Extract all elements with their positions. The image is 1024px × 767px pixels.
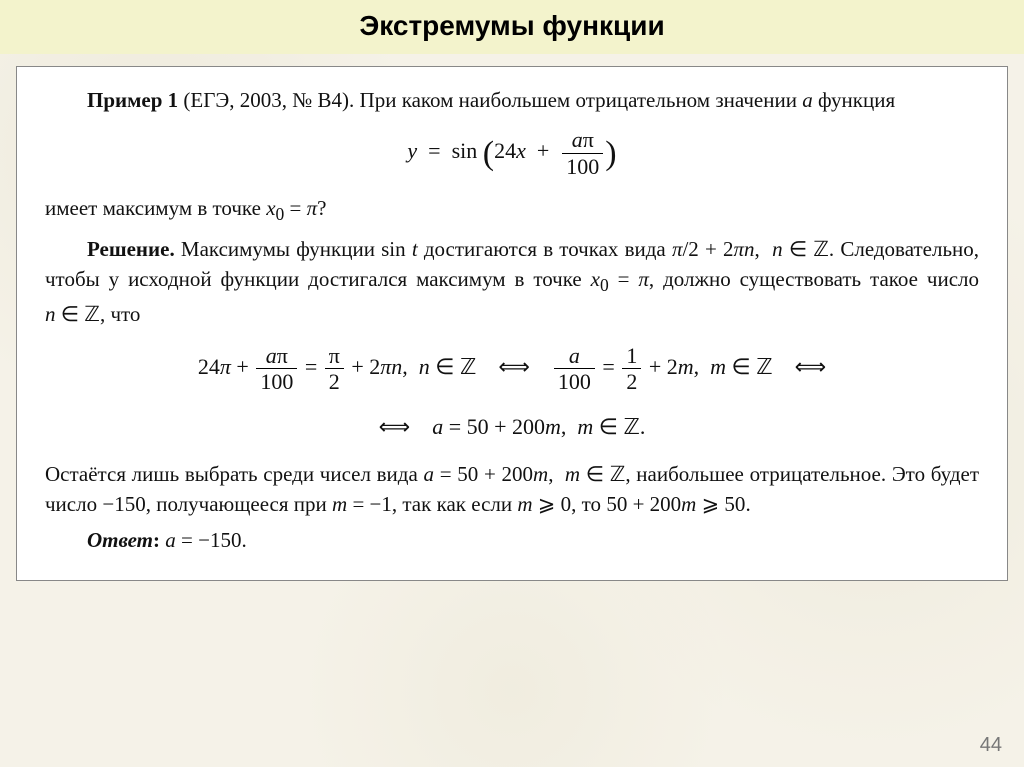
p2-a: Остаётся лишь выбрать среди чисел вида <box>45 462 424 486</box>
content-box: Пример 1 (ЕГЭ, 2003, № В4). При каком на… <box>16 66 1008 581</box>
x0-val: π <box>307 196 318 220</box>
example-prompt: Пример 1 (ЕГЭ, 2003, № В4). При каком на… <box>45 85 979 115</box>
iff-2: ⟺ <box>795 354 827 379</box>
answer-line: Ответ: a = −150. <box>45 525 979 555</box>
formula-main: y = sin (24x + aπ 100 ) <box>45 127 979 179</box>
p1-sint: sin t <box>381 237 418 261</box>
f-frac: aπ 100 <box>562 127 603 179</box>
p1-b: достигаются в точках вида <box>418 237 672 261</box>
iff-3: ⟺ <box>379 414 411 439</box>
solution-label: Решение. <box>87 237 175 261</box>
p2-e: , то <box>571 492 606 516</box>
solution-p1: Решение. Максимумы функции sin t достига… <box>45 234 979 329</box>
cond-q: ? <box>317 196 326 220</box>
condition-line: имеет максимум в точке x0 = π? <box>45 193 979 228</box>
iff-1: ⟺ <box>498 354 530 379</box>
p1-a: Максимумы функции <box>181 237 381 261</box>
f-func: sin <box>452 138 478 163</box>
p2-f: . <box>745 492 750 516</box>
p1-form: π <box>672 237 683 261</box>
f-linear: 24x <box>494 138 526 163</box>
cond-before: имеет максимум в точке <box>45 196 266 220</box>
title-bar: Экстремумы функции <box>0 0 1024 54</box>
page-number: 44 <box>980 734 1002 757</box>
p1-d: , должно существовать такое число <box>649 267 979 291</box>
x0-var: x <box>266 196 275 220</box>
example-source: (ЕГЭ, 2003, № В4). <box>183 88 354 112</box>
var-a: a <box>802 88 813 112</box>
prompt-after: функция <box>813 88 895 112</box>
p2-c: , получающееся при <box>146 492 332 516</box>
p2-ans: −150 <box>102 492 145 516</box>
x0-sub: 0 <box>276 204 285 224</box>
f-lhs: y <box>407 138 417 163</box>
page-title: Экстремумы функции <box>0 10 1024 42</box>
eq-chain-line2: ⟺ a = 50 + 200m, m ∈ ℤ. <box>45 411 979 443</box>
answer-label: Ответ <box>87 528 153 552</box>
solution-p2: Остаётся лишь выбрать среди чисел вида a… <box>45 459 979 520</box>
example-label: Пример 1 <box>87 88 178 112</box>
prompt-before: При каком наибольшем отрицательном значе… <box>360 88 803 112</box>
p1-e: , что <box>100 302 140 326</box>
eq-chain-line1: 24π + aπ100 = π2 + 2πn, n ∈ ℤ ⟺ a100 = 1… <box>45 343 979 395</box>
p2-d: , так как если <box>392 492 518 516</box>
